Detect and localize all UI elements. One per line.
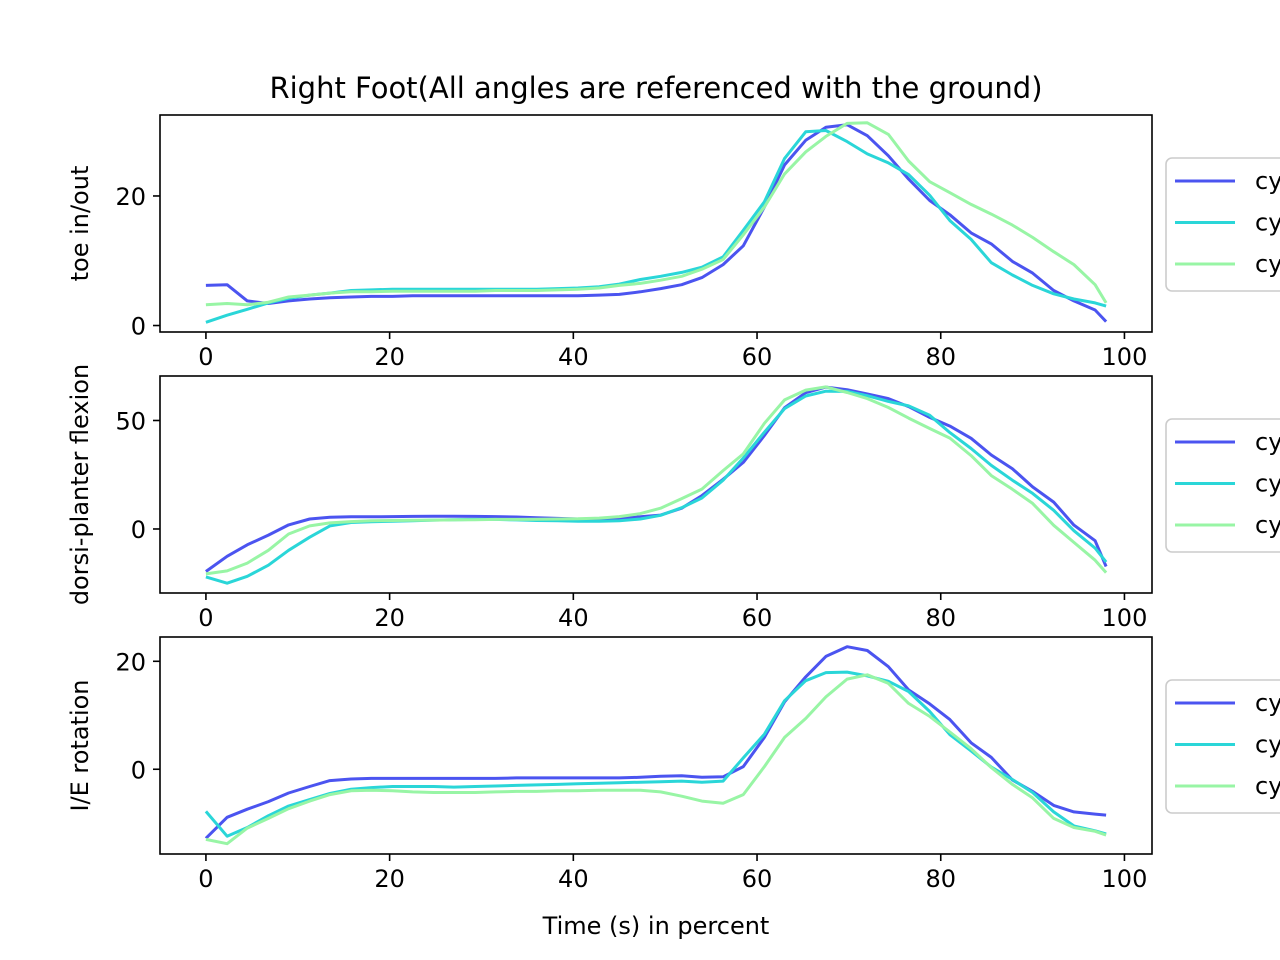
y-tick-label: 0: [131, 756, 146, 784]
x-tick-label: 40: [558, 604, 589, 632]
axes-frame-3: [159, 636, 1153, 855]
legend-2: cy cy cy: [1165, 418, 1280, 553]
x-tick-label: 0: [198, 865, 213, 893]
series-line-1-3: [205, 121, 1108, 307]
legend-entry-label: cy: [1255, 731, 1280, 759]
x-tick-label: 20: [374, 865, 405, 893]
series-line-3-2: [204, 670, 1107, 838]
subplot-3: 0 20 40 60 80 100 0 20 I/E rotation cy cy cy: [66, 636, 1280, 893]
x-tick-label: 20: [374, 604, 405, 632]
subplot-1: 0 20 40 60 80 100 0 20 toe in/out cy cy cy: [66, 114, 1280, 371]
x-tick-label: 100: [1102, 865, 1148, 893]
x-tick-label: 0: [198, 604, 213, 632]
x-tick-label: 80: [925, 865, 956, 893]
legend-3: cy cy cy: [1165, 679, 1280, 814]
legend-box: [1165, 157, 1280, 292]
legend-entry-label: cy: [1255, 250, 1280, 278]
y-tick-label: 0: [131, 516, 146, 544]
legend-entry-label: cy: [1255, 772, 1280, 800]
x-tick-label: 60: [742, 343, 773, 371]
x-tick-label: 100: [1102, 343, 1148, 371]
series-line-2-3: [205, 385, 1108, 576]
x-axis-label: Time (s) in percent: [542, 912, 770, 940]
legend-box: [1165, 679, 1280, 814]
x-tick-label: 60: [742, 865, 773, 893]
legend-entry-label: cy: [1255, 167, 1280, 195]
x-tick-label: 100: [1102, 604, 1148, 632]
x-tick-label: 60: [742, 604, 773, 632]
axes-frame-2: [159, 375, 1153, 594]
legend-entry-label: cy: [1255, 689, 1280, 717]
legend-entry-label: cy: [1255, 470, 1280, 498]
series-line-1-1: [205, 123, 1108, 323]
chart-title: Right Foot(All angles are referenced wit…: [269, 71, 1042, 105]
legend-entry-label: cy: [1255, 511, 1280, 539]
y-axis-label-1: toe in/out: [66, 166, 94, 282]
y-tick-label: 20: [115, 183, 146, 211]
x-tick-label: 80: [925, 343, 956, 371]
series-line-3-1: [204, 645, 1107, 840]
legend-entry-label: cy: [1255, 209, 1280, 237]
x-tick-label: 40: [558, 343, 589, 371]
x-tick-label: 20: [374, 343, 405, 371]
y-tick-label: 20: [115, 648, 146, 676]
legend-box: [1165, 418, 1280, 553]
y-axis-label-3: I/E rotation: [66, 679, 94, 811]
series-line-2-1: [205, 385, 1108, 573]
axes-frame-1: [159, 114, 1153, 333]
y-tick-label: 0: [131, 313, 146, 341]
plots: 0 20 40 60 80 100 0 20 toe in/out cy cy cy 0 20 40 60 80…: [66, 114, 1280, 893]
series-line-2-2: [205, 389, 1108, 585]
legend-entry-label: cy: [1255, 428, 1280, 456]
y-axis-label-2: dorsi-planter flexion: [66, 364, 94, 605]
x-tick-label: 80: [925, 604, 956, 632]
x-tick-label: 0: [198, 343, 213, 371]
x-tick-label: 40: [558, 865, 589, 893]
series-line-3-3: [205, 673, 1107, 846]
legend-1: cy cy cy: [1165, 157, 1280, 292]
y-tick-label: 50: [115, 407, 146, 435]
